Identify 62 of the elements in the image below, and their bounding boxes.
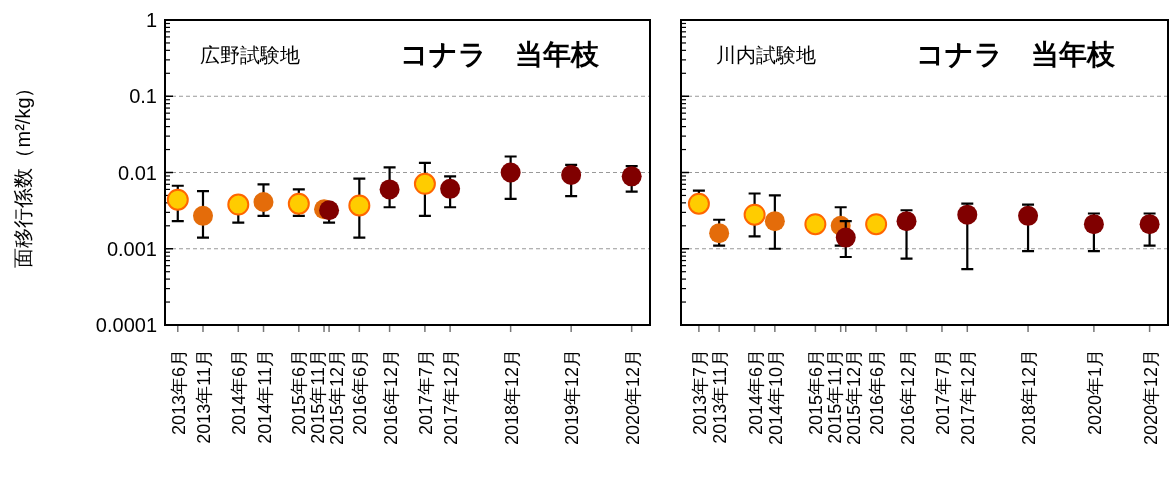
x-tick-label: 2016年6月	[867, 349, 888, 436]
x-tick-label: 2013年6月	[168, 349, 189, 436]
point	[1083, 214, 1104, 235]
text: 川内試験地	[716, 44, 816, 66]
x-tick-label: 2015年6月	[805, 349, 826, 436]
point	[804, 213, 827, 236]
point	[319, 200, 340, 221]
point	[413, 172, 436, 195]
x-tick-label: 2020年12月	[1140, 349, 1161, 446]
point	[440, 178, 461, 199]
point	[253, 192, 274, 213]
x-tick-label: 2020年12月	[622, 349, 643, 446]
x-tick-label: 2016年12月	[380, 349, 401, 446]
y-tick-label: 0.1	[129, 85, 157, 108]
x-tick-label: 2013年7月	[689, 349, 710, 436]
point	[957, 204, 978, 225]
x-tick-label: 2016年6月	[350, 349, 371, 436]
x-tick-label: 2020年1月	[1084, 349, 1105, 436]
y-tick-label: 0.001	[106, 237, 157, 260]
x-tick-label: 2014年6月	[745, 349, 766, 436]
x-tick-label: 2014年6月	[229, 349, 250, 436]
x-tick-label: 2016年12月	[897, 349, 918, 446]
point	[835, 227, 856, 248]
point	[865, 213, 888, 236]
x-tick-label: 2014年11月	[254, 349, 275, 444]
y-tick-label: 0.01	[118, 161, 157, 184]
y-tick-label: 1	[145, 9, 157, 31]
x-tick-label: 2017年7月	[932, 349, 953, 436]
text: コナラ 当年枝	[916, 39, 1116, 70]
x-tick-label: 2013年11月	[710, 349, 731, 444]
point	[348, 194, 371, 217]
x-tick-label: 2015年12月	[843, 349, 864, 446]
point	[896, 211, 917, 232]
y-tick-label: 0.0001	[95, 314, 157, 336]
point	[166, 188, 189, 211]
x-tick-label: 2013年11月	[193, 349, 214, 444]
x-tick-label: 2015年12月	[327, 349, 348, 446]
x-tick-label: 2017年7月	[415, 349, 436, 436]
text: コナラ 当年枝	[400, 39, 600, 70]
x-tick-label: 2014年10月	[765, 349, 786, 446]
y-axis-title: 面移行係数（m²/kg）	[12, 77, 34, 268]
x-tick-label: 2015年11月	[824, 349, 845, 444]
point	[709, 223, 730, 244]
text: 広野試験地	[200, 44, 300, 66]
x-tick-label: 2015年6月	[289, 349, 310, 436]
point	[227, 193, 250, 216]
point	[743, 203, 766, 226]
x-tick-label: 2018年12月	[501, 349, 522, 446]
x-tick-label: 2017年12月	[441, 349, 462, 446]
point	[621, 166, 642, 187]
point	[1139, 214, 1160, 235]
x-tick-label: 2019年12月	[562, 349, 583, 446]
point	[1018, 205, 1039, 226]
x-tick-label: 2015年11月	[308, 349, 329, 444]
x-tick-label: 2017年12月	[958, 349, 979, 446]
x-tick-label: 2018年12月	[1019, 349, 1040, 446]
point	[500, 162, 521, 183]
point	[192, 205, 213, 226]
point	[764, 211, 785, 232]
point	[561, 164, 582, 185]
point	[687, 192, 710, 215]
point	[379, 179, 400, 200]
